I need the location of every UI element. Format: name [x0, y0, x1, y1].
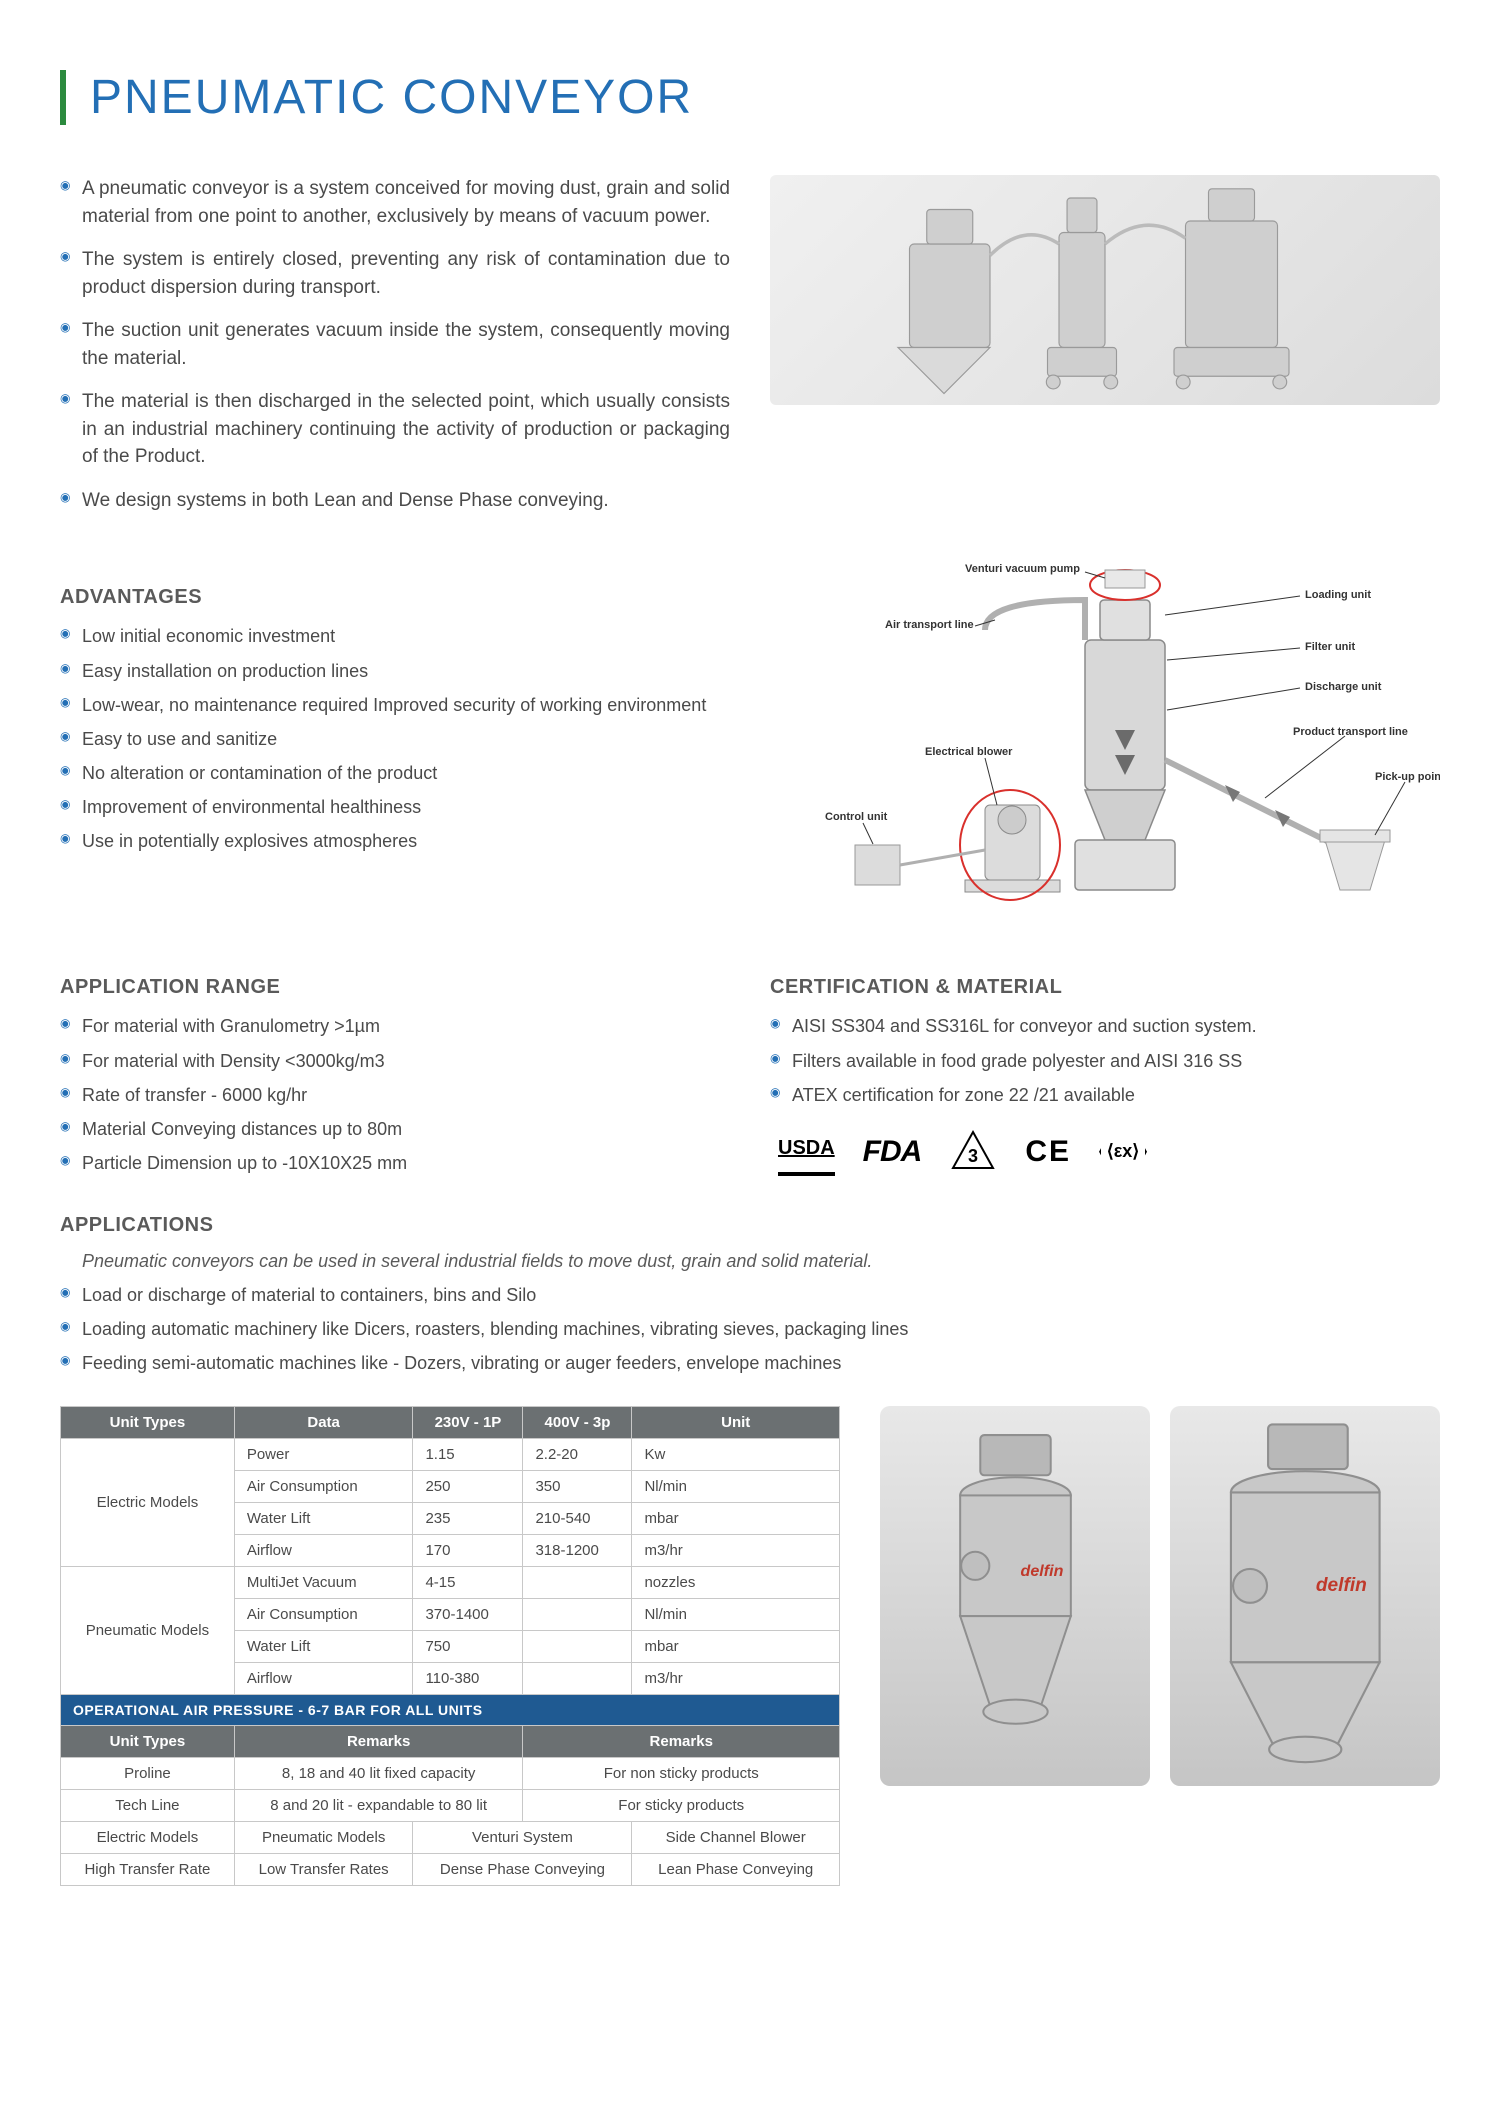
apps-intro: Pneumatic conveyors can be used in sever… — [60, 1251, 1440, 1272]
diagram-label-airline: Air transport line — [885, 619, 974, 631]
svg-text:delfin: delfin — [1020, 1562, 1063, 1580]
svg-text:delfin: delfin — [1316, 1575, 1367, 1596]
range-cert-section: APPLICATION RANGE For material with Gran… — [60, 950, 1440, 1183]
diagram-label-venturi: Venturi vacuum pump — [965, 563, 1080, 575]
applications-section: APPLICATIONS Pneumatic conveyors can be … — [60, 1214, 1440, 1376]
diagram-label-productline: Product transport line — [1293, 726, 1408, 738]
diagram-label-blower: Electrical blower — [925, 746, 1013, 758]
product-pair-images: delfin delfin — [880, 1406, 1440, 1786]
system-diagram: Venturi vacuum pump Loading unit Air tra… — [770, 560, 1440, 920]
usda-logo: USDA — [778, 1128, 835, 1176]
advantages-section: ADVANTAGES Low initial economic investme… — [60, 560, 1440, 920]
apprange-item: Material Conveying distances up to 80m — [60, 1116, 730, 1142]
t2-h1: Remarks — [234, 1726, 523, 1758]
advantage-item: Easy to use and sanitize — [60, 726, 730, 752]
table-row: Tech Line 8 and 20 lit - expandable to 8… — [61, 1790, 840, 1822]
apprange-item: Particle Dimension up to -10X10X25 mm — [60, 1150, 730, 1176]
apps-heading: APPLICATIONS — [60, 1214, 1440, 1237]
apprange-item: Rate of transfer - 6000 kg/hr — [60, 1082, 730, 1108]
diagram-label-pickup: Pick-up point — [1375, 771, 1440, 783]
apprange-item: For material with Granulometry >1µm — [60, 1013, 730, 1039]
table-row: High Transfer Rate Low Transfer Rates De… — [61, 1854, 840, 1886]
product-image-right: delfin — [1170, 1406, 1440, 1786]
cert-heading: CERTIFICATION & MATERIAL — [770, 976, 1440, 999]
intro-bullet: The material is then discharged in the s… — [60, 388, 730, 471]
advantage-item: No alteration or contamination of the pr… — [60, 760, 730, 786]
t1-h2: 230V - 1P — [413, 1407, 523, 1439]
t1-h4: Unit — [632, 1407, 840, 1439]
diagram-label-filter: Filter unit — [1305, 641, 1355, 653]
advantage-item: Low-wear, no maintenance required Improv… — [60, 692, 730, 718]
ex-logo: ⟨εx⟩ — [1099, 1128, 1147, 1176]
ce-logo: CE — [1025, 1128, 1071, 1176]
t1-h1: Data — [234, 1407, 413, 1439]
apprange-list: For material with Granulometry >1µm For … — [60, 1013, 730, 1175]
product-lineup-image — [770, 175, 1440, 405]
cert-logos: USDA FDA 3 CE ⟨εx⟩ — [770, 1128, 1440, 1176]
advantages-list: Low initial economic investment Easy ins… — [60, 623, 730, 854]
t1-g1-label: Pneumatic Models — [61, 1567, 235, 1695]
t2-h2: Remarks — [523, 1726, 840, 1758]
intro-bullets: A pneumatic conveyor is a system conceiv… — [60, 175, 730, 514]
table-row: Electric Models Pneumatic Models Venturi… — [61, 1822, 840, 1854]
advantage-item: Easy installation on production lines — [60, 658, 730, 684]
table-row: Pneumatic Models MultiJet Vacuum 4-15 no… — [61, 1567, 840, 1599]
spec-table-1: Unit Types Data 230V - 1P 400V - 3p Unit… — [60, 1406, 840, 1886]
t1-h3: 400V - 3p — [523, 1407, 632, 1439]
page-title-wrap: PNEUMATIC CONVEYOR — [60, 70, 1440, 125]
table-row: Electric Models Power 1.15 2.2-20 Kw — [61, 1439, 840, 1471]
apps-item: Load or discharge of material to contain… — [60, 1282, 1440, 1308]
intro-section: A pneumatic conveyor is a system conceiv… — [60, 175, 1440, 530]
svg-text:3: 3 — [968, 1146, 978, 1166]
product-image-left: delfin — [880, 1406, 1150, 1786]
t1-h0: Unit Types — [61, 1407, 235, 1439]
cert-item: ATEX certification for zone 22 /21 avail… — [770, 1082, 1440, 1108]
apprange-heading: APPLICATION RANGE — [60, 976, 730, 999]
advantage-item: Improvement of environmental healthiness — [60, 794, 730, 820]
intro-bullet: We design systems in both Lean and Dense… — [60, 487, 730, 515]
intro-bullet: The suction unit generates vacuum inside… — [60, 317, 730, 372]
fda-logo: FDA — [863, 1128, 922, 1176]
advantage-item: Use in potentially explosives atmosphere… — [60, 828, 730, 854]
cert-item: AISI SS304 and SS316L for conveyor and s… — [770, 1013, 1440, 1039]
apps-list: Load or discharge of material to contain… — [60, 1282, 1440, 1376]
diagram-label-control: Control unit — [825, 811, 888, 823]
apps-item: Feeding semi-automatic machines like - D… — [60, 1350, 1440, 1376]
advantages-heading: ADVANTAGES — [60, 586, 730, 609]
diagram-label-loading: Loading unit — [1305, 589, 1371, 601]
t2-h0: Unit Types — [61, 1726, 235, 1758]
cert-list: AISI SS304 and SS316L for conveyor and s… — [770, 1013, 1440, 1107]
intro-bullet: The system is entirely closed, preventin… — [60, 246, 730, 301]
t1-g0-label: Electric Models — [61, 1439, 235, 1567]
cert-item: Filters available in food grade polyeste… — [770, 1048, 1440, 1074]
banner-row: OPERATIONAL AIR PRESSURE - 6-7 BAR FOR A… — [61, 1695, 840, 1726]
table-row: Proline 8, 18 and 40 lit fixed capacity … — [61, 1758, 840, 1790]
apprange-item: For material with Density <3000kg/m3 — [60, 1048, 730, 1074]
diagram-label-discharge: Discharge unit — [1305, 681, 1382, 693]
three-a-logo: 3 — [949, 1128, 997, 1176]
tables-section: Unit Types Data 230V - 1P 400V - 3p Unit… — [60, 1406, 1440, 1886]
advantage-item: Low initial economic investment — [60, 623, 730, 649]
page-title: PNEUMATIC CONVEYOR — [90, 70, 1440, 125]
intro-bullet: A pneumatic conveyor is a system conceiv… — [60, 175, 730, 230]
apps-item: Loading automatic machinery like Dicers,… — [60, 1316, 1440, 1342]
